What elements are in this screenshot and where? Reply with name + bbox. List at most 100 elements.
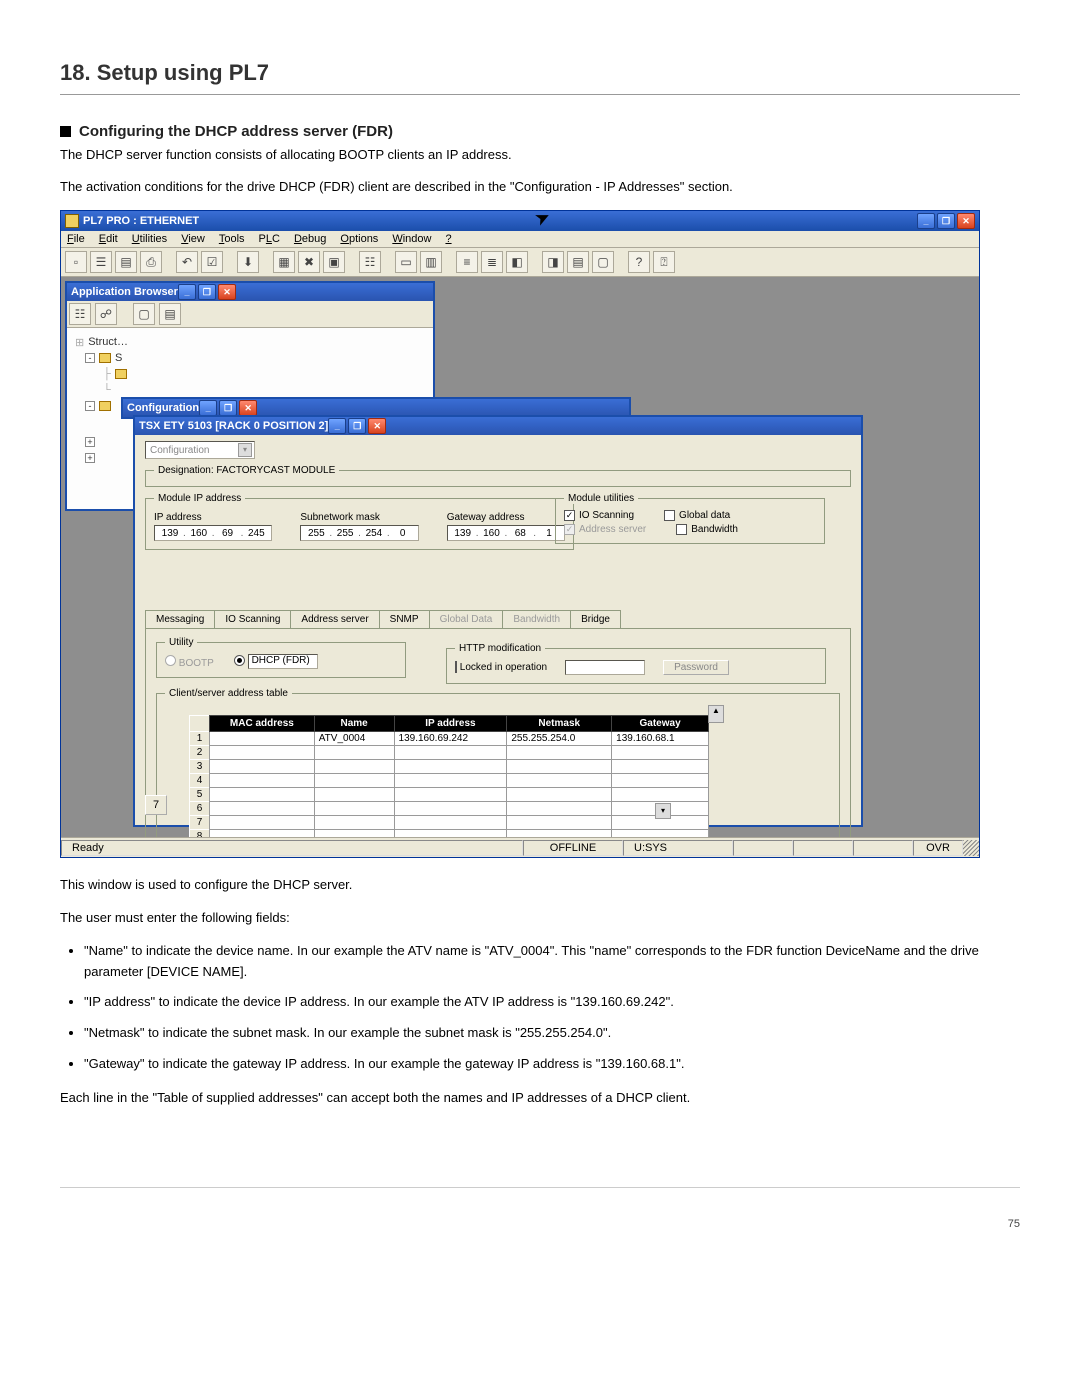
global-data-checkbox[interactable]: Global data: [664, 510, 730, 521]
status-ready: Ready: [61, 840, 523, 856]
resize-grip-icon[interactable]: [963, 840, 979, 856]
table-row[interactable]: 4: [190, 774, 709, 788]
table-row[interactable]: 8: [190, 830, 709, 838]
intro-p1: The DHCP server function consists of all…: [60, 146, 1020, 164]
browser-tool2-icon[interactable]: ☍: [95, 303, 117, 325]
close-button[interactable]: ✕: [957, 213, 975, 229]
tool-undo-icon[interactable]: ↶: [176, 251, 198, 273]
ety-close-button[interactable]: ✕: [368, 418, 386, 434]
bandwidth-checkbox[interactable]: Bandwidth: [676, 524, 738, 535]
tree-expander-icon[interactable]: +: [85, 437, 95, 447]
section-bullet-icon: [60, 126, 71, 137]
bullet-item: "Name" to indicate the device name. In o…: [84, 941, 1020, 983]
tab-messaging[interactable]: Messaging: [145, 610, 215, 628]
mode-dropdown[interactable]: Configuration ▾: [145, 441, 255, 459]
tool-x1-icon[interactable]: ≡: [456, 251, 478, 273]
maximize-button[interactable]: ❐: [937, 213, 955, 229]
tree-expander-icon[interactable]: -: [85, 401, 95, 411]
tool-download-icon[interactable]: ⬇: [237, 251, 259, 273]
tool-c-icon[interactable]: ▣: [323, 251, 345, 273]
config-maximize-button[interactable]: ❐: [219, 400, 237, 416]
status-ovr: OVR: [913, 840, 963, 856]
status-blank3: [853, 840, 913, 856]
tool-help-icon[interactable]: ?: [628, 251, 650, 273]
menu-edit[interactable]: Edit: [99, 233, 118, 245]
password-input[interactable]: [565, 660, 645, 675]
ip-address-input[interactable]: 139. 160. 69. 245: [154, 525, 272, 541]
ety-titlebar[interactable]: TSX ETY 5103 [RACK 0 POSITION 2] _ ❐ ✕: [135, 417, 861, 435]
section-title: Configuring the DHCP address server (FDR…: [60, 123, 1020, 140]
menu-debug[interactable]: Debug: [294, 233, 326, 245]
tool-save-icon[interactable]: ▤: [115, 251, 137, 273]
menu-tools[interactable]: Tools: [219, 233, 245, 245]
tool-print-icon[interactable]: ⎙: [140, 251, 162, 273]
tool-mon-icon[interactable]: ▭: [395, 251, 417, 273]
table-row[interactable]: 7: [190, 816, 709, 830]
mode-dropdown-value: Configuration: [150, 445, 209, 456]
table-row[interactable]: 2: [190, 746, 709, 760]
page-tab-7[interactable]: 7: [145, 795, 167, 815]
tree-expander-icon[interactable]: -: [85, 353, 95, 363]
menu-utilities[interactable]: Utilities: [132, 233, 167, 245]
menu-window[interactable]: Window: [392, 233, 431, 245]
http-group: HTTP modification Locked in operation Pa…: [446, 643, 826, 684]
browser-toolbar: ☷ ☍ ▢ ▤: [67, 301, 433, 328]
gateway-input[interactable]: 139. 160. 68. 1: [447, 525, 565, 541]
address-table[interactable]: MAC address Name IP address Netmask Gate…: [189, 715, 709, 837]
menu-help[interactable]: ?: [445, 233, 451, 245]
table-row[interactable]: 1ATV_0004139.160.69.242255.255.254.0139.…: [190, 732, 709, 746]
browser-minimize-button[interactable]: _: [178, 284, 196, 300]
browser-close-button[interactable]: ✕: [218, 284, 236, 300]
tree-expander-icon[interactable]: +: [85, 453, 95, 463]
browser-titlebar[interactable]: Application Browser _ ❐ ✕: [67, 283, 433, 301]
main-titlebar[interactable]: PL7 PRO : ETHERNET ➤ _ ❐ ✕: [61, 211, 979, 231]
tool-check-icon[interactable]: ☑: [201, 251, 223, 273]
tool-b-icon[interactable]: ✖: [298, 251, 320, 273]
table-row[interactable]: 5: [190, 788, 709, 802]
locked-checkbox[interactable]: Locked in operation: [455, 662, 547, 673]
tab-snmp[interactable]: SNMP: [379, 610, 430, 628]
browser-tool1-icon[interactable]: ☷: [69, 303, 91, 325]
module-ip-group: Module IP address IP address 139. 160. 6…: [145, 493, 574, 550]
tool-y1-icon[interactable]: ◨: [542, 251, 564, 273]
tool-whatsthis-icon[interactable]: ⍰: [653, 251, 675, 273]
tab-address-server[interactable]: Address server: [290, 610, 379, 628]
tabstrip: Messaging IO Scanning Address server SNM…: [145, 610, 851, 628]
table-row[interactable]: 3: [190, 760, 709, 774]
below-p2: The user must enter the following fields…: [60, 909, 1020, 927]
menu-options[interactable]: Options: [340, 233, 378, 245]
tool-new-icon[interactable]: ▫: [65, 251, 87, 273]
tool-open-icon[interactable]: ☰: [90, 251, 112, 273]
dhcp-radio[interactable]: DHCP (FDR): [234, 654, 318, 669]
tool-a-icon[interactable]: ▦: [273, 251, 295, 273]
tool-tree-icon[interactable]: ☷: [359, 251, 381, 273]
subnet-mask-input[interactable]: 255. 255. 254. 0: [300, 525, 418, 541]
tool-y2-icon[interactable]: ▤: [567, 251, 589, 273]
browser-tool4-icon[interactable]: ▤: [159, 303, 181, 325]
table-row[interactable]: 6: [190, 802, 709, 816]
tool-x3-icon[interactable]: ◧: [506, 251, 528, 273]
menu-plc[interactable]: PLC: [259, 233, 280, 245]
menu-file[interactable]: File: [67, 233, 85, 245]
ety-maximize-button[interactable]: ❐: [348, 418, 366, 434]
io-scanning-checkbox[interactable]: ✓IO Scanning: [564, 510, 634, 521]
menu-view[interactable]: View: [181, 233, 205, 245]
address-table-group: Client/server address table MAC address …: [156, 688, 840, 837]
col-gateway: Gateway: [612, 716, 709, 732]
tab-io-scanning[interactable]: IO Scanning: [214, 610, 291, 628]
tree-item[interactable]: S: [115, 352, 122, 364]
scroll-down-button[interactable]: ▾: [655, 803, 671, 819]
ety-minimize-button[interactable]: _: [328, 418, 346, 434]
config-minimize-button[interactable]: _: [199, 400, 217, 416]
config-close-button[interactable]: ✕: [239, 400, 257, 416]
scroll-up-icon[interactable]: ▲: [708, 705, 724, 723]
minimize-button[interactable]: _: [917, 213, 935, 229]
tab-bridge[interactable]: Bridge: [570, 610, 621, 628]
browser-tool3-icon[interactable]: ▢: [133, 303, 155, 325]
tool-x2-icon[interactable]: ≣: [481, 251, 503, 273]
browser-maximize-button[interactable]: ❐: [198, 284, 216, 300]
address-table-legend: Client/server address table: [165, 688, 292, 699]
designation-label: Designation: FACTORYCAST MODULE: [154, 465, 339, 476]
tool-y3-icon[interactable]: ▢: [592, 251, 614, 273]
tool-grid-icon[interactable]: ▥: [420, 251, 442, 273]
